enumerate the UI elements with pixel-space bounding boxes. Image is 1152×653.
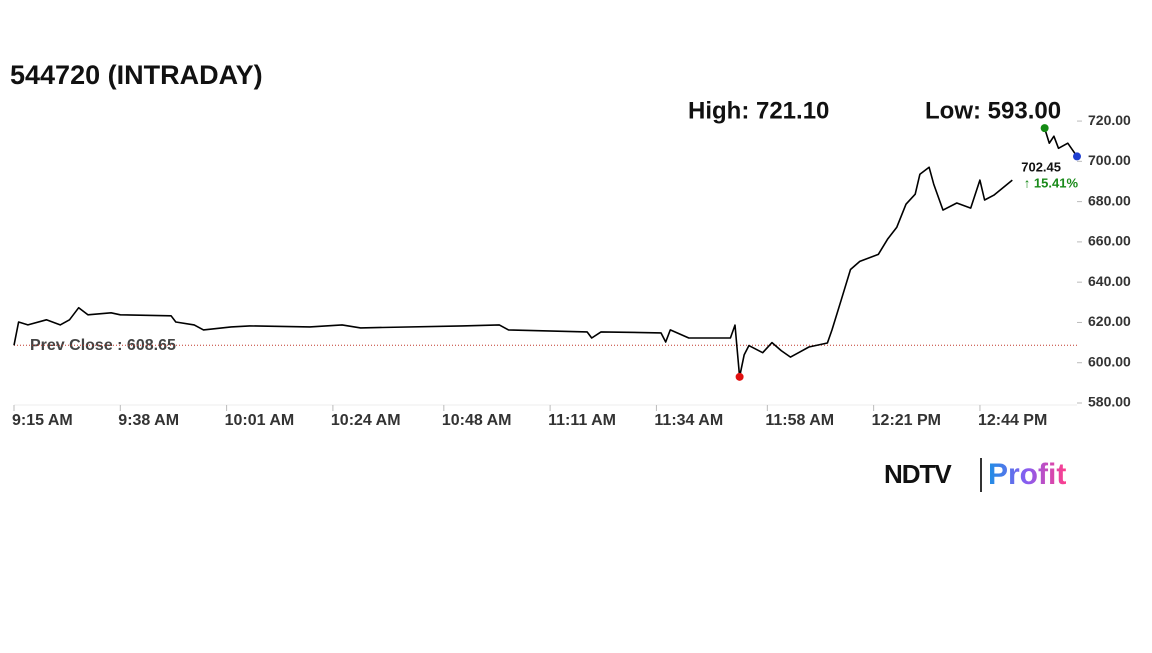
price-line	[13, 127, 1078, 378]
x-tick-label: 10:01 AM	[225, 412, 295, 429]
low-dot	[735, 372, 744, 381]
y-tick-label: 660.00	[1088, 233, 1131, 249]
y-tick-label: 700.00	[1088, 152, 1131, 168]
x-tick-label: 9:15 AM	[12, 412, 73, 429]
y-tick-label: 680.00	[1088, 192, 1131, 208]
y-tick-label: 580.00	[1088, 394, 1131, 410]
change-label: ↑ 15.41%	[1024, 175, 1079, 190]
brand-ndtv: NDTV	[884, 459, 952, 489]
y-tick-label: 600.00	[1088, 353, 1131, 369]
y-tick-label: 720.00	[1088, 112, 1131, 128]
x-tick-label: 12:44 PM	[978, 412, 1047, 429]
high-dot	[1040, 124, 1049, 133]
brand-profit: Profit	[988, 458, 1066, 491]
x-tick-label: 9:38 AM	[118, 412, 179, 429]
x-tick-label: 11:58 AM	[765, 412, 834, 429]
x-tick-label: 11:34 AM	[654, 412, 723, 429]
x-tick-label: 10:48 AM	[442, 412, 512, 429]
last-dot	[1073, 152, 1081, 161]
last-price-label: 702.45	[1021, 159, 1061, 174]
y-tick-label: 640.00	[1088, 273, 1131, 289]
high-label: High: 721.10	[688, 97, 829, 124]
low-label: Low: 593.00	[925, 97, 1061, 124]
prev-close-label: Prev Close : 608.65	[30, 337, 176, 354]
y-tick-label: 620.00	[1088, 313, 1131, 329]
chart-title: 544720 (INTRADAY)	[10, 60, 263, 90]
x-tick-label: 11:11 AM	[548, 412, 616, 429]
x-tick-label: 10:24 AM	[331, 412, 401, 429]
x-tick-label: 12:21 PM	[872, 412, 941, 429]
